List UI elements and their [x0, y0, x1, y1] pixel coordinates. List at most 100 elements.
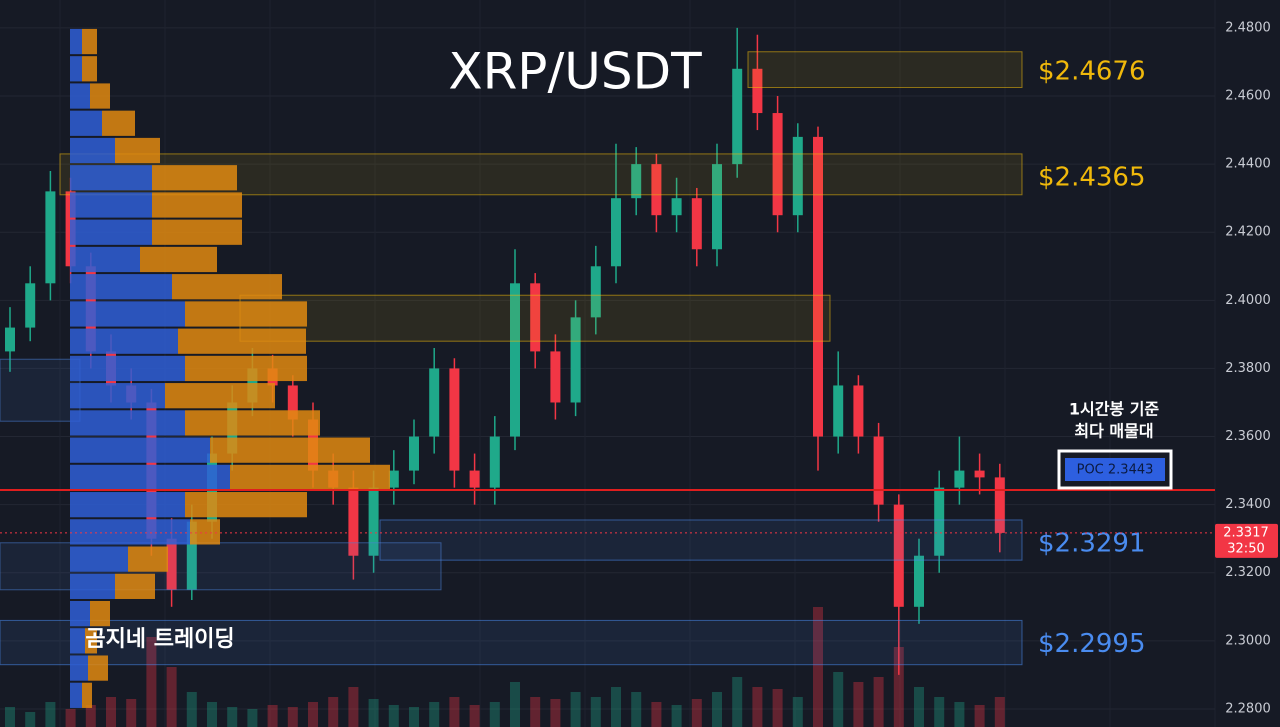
- candle-body: [449, 368, 460, 471]
- poc-label: POC 2.3443: [1077, 463, 1154, 478]
- volume-bar: [328, 697, 339, 727]
- volume-bar: [510, 682, 520, 727]
- profile-buy: [70, 410, 185, 436]
- price-tag-countdown: 32:50: [1227, 541, 1264, 556]
- candle-body: [974, 470, 985, 478]
- profile-buy: [70, 464, 230, 491]
- volume-bar: [590, 697, 601, 727]
- candle-body: [833, 385, 844, 437]
- volume-bar: [853, 682, 864, 727]
- candle-body: [691, 198, 702, 250]
- profile-buy: [70, 655, 88, 681]
- y-tick-label: 2.3800: [1225, 361, 1271, 376]
- candle-body: [853, 385, 864, 437]
- volume-bar: [45, 702, 56, 727]
- volume-bar: [530, 697, 541, 727]
- annotation: 1시간봉 기준: [1069, 400, 1160, 419]
- candle-body: [954, 470, 965, 488]
- volume-bar: [469, 705, 480, 727]
- volume-bar: [772, 689, 783, 727]
- candle-body: [772, 113, 783, 216]
- volume-bar: [287, 707, 298, 727]
- profile-buy: [70, 355, 185, 382]
- profile-sell: [88, 655, 108, 681]
- volume-bar: [994, 697, 1005, 727]
- zone: [0, 358, 81, 422]
- profile-buy: [70, 383, 165, 409]
- profile-sell: [85, 628, 97, 654]
- profile-sell: [178, 328, 306, 354]
- candle-body: [510, 283, 520, 437]
- profile-sell: [185, 355, 307, 382]
- volume-bar: [813, 607, 823, 727]
- volume-bar: [489, 702, 500, 727]
- volume-bar: [792, 697, 803, 727]
- candle-body: [873, 436, 884, 505]
- candle-body: [671, 198, 682, 216]
- candle-body: [813, 136, 823, 437]
- volume-bar: [954, 702, 965, 727]
- volume-bar: [893, 647, 904, 727]
- candle-body: [409, 436, 419, 471]
- candle-body: [752, 68, 763, 114]
- candle-body: [712, 164, 722, 250]
- volume-bar: [186, 692, 197, 727]
- candle-body: [631, 164, 642, 199]
- profile-sell: [115, 573, 155, 599]
- volume-bar: [671, 705, 682, 727]
- candle-body: [530, 283, 541, 352]
- profile-sell: [152, 165, 237, 191]
- profile-buy: [70, 573, 115, 599]
- candle-body: [570, 317, 581, 403]
- candle-body: [469, 470, 480, 488]
- candle-body: [166, 538, 177, 590]
- volume-bar: [631, 692, 642, 727]
- candle-body: [489, 436, 500, 488]
- poc-box: [1065, 458, 1165, 481]
- chart-title: XRP/USDT: [448, 43, 702, 101]
- volume-bar: [106, 697, 116, 727]
- candle-body: [429, 368, 440, 437]
- profile-sell: [90, 600, 110, 627]
- profile-sell: [82, 56, 97, 82]
- volume-bar: [267, 705, 278, 727]
- y-tick-label: 2.2800: [1225, 701, 1271, 716]
- profile-buy: [70, 165, 152, 191]
- candle-body: [287, 385, 298, 420]
- profile-sell: [185, 492, 307, 518]
- profile-sell: [82, 682, 92, 708]
- zone: [379, 519, 1023, 561]
- profile-sell: [152, 219, 242, 245]
- y-tick-label: 2.4600: [1225, 89, 1271, 104]
- candle-body: [914, 555, 924, 607]
- volume-bar: [873, 677, 884, 727]
- profile-buy: [70, 246, 140, 273]
- y-tick-label: 2.4400: [1225, 157, 1271, 172]
- profile-buy: [70, 83, 90, 109]
- volume-bar: [348, 687, 359, 727]
- profile-buy: [70, 519, 190, 545]
- volume-bar: [691, 699, 702, 727]
- price-tag: [1215, 523, 1278, 558]
- annotation: 최다 매물대: [1074, 422, 1153, 441]
- zone: [0, 542, 442, 591]
- price-tag-value: 2.3317: [1223, 525, 1269, 540]
- candle-body: [368, 487, 379, 556]
- candle-body: [893, 504, 904, 607]
- candle-body: [994, 477, 1005, 533]
- volume-bar: [712, 692, 722, 727]
- y-tick-label: 2.3600: [1225, 429, 1271, 444]
- volume-bar: [166, 667, 177, 727]
- candle-body: [550, 351, 561, 403]
- profile-buy: [70, 546, 128, 572]
- watermark: 곰지네 트레이딩: [85, 627, 234, 652]
- volume-bar: [914, 687, 924, 727]
- volume-bar: [550, 699, 561, 727]
- zone: [0, 619, 1023, 666]
- y-tick-label: 2.4200: [1225, 225, 1271, 240]
- profile-buy: [70, 192, 152, 218]
- volume-bar: [570, 692, 581, 727]
- y-tick-label: 2.3000: [1225, 633, 1271, 648]
- zone: [747, 51, 1023, 89]
- profile-sell: [185, 301, 307, 327]
